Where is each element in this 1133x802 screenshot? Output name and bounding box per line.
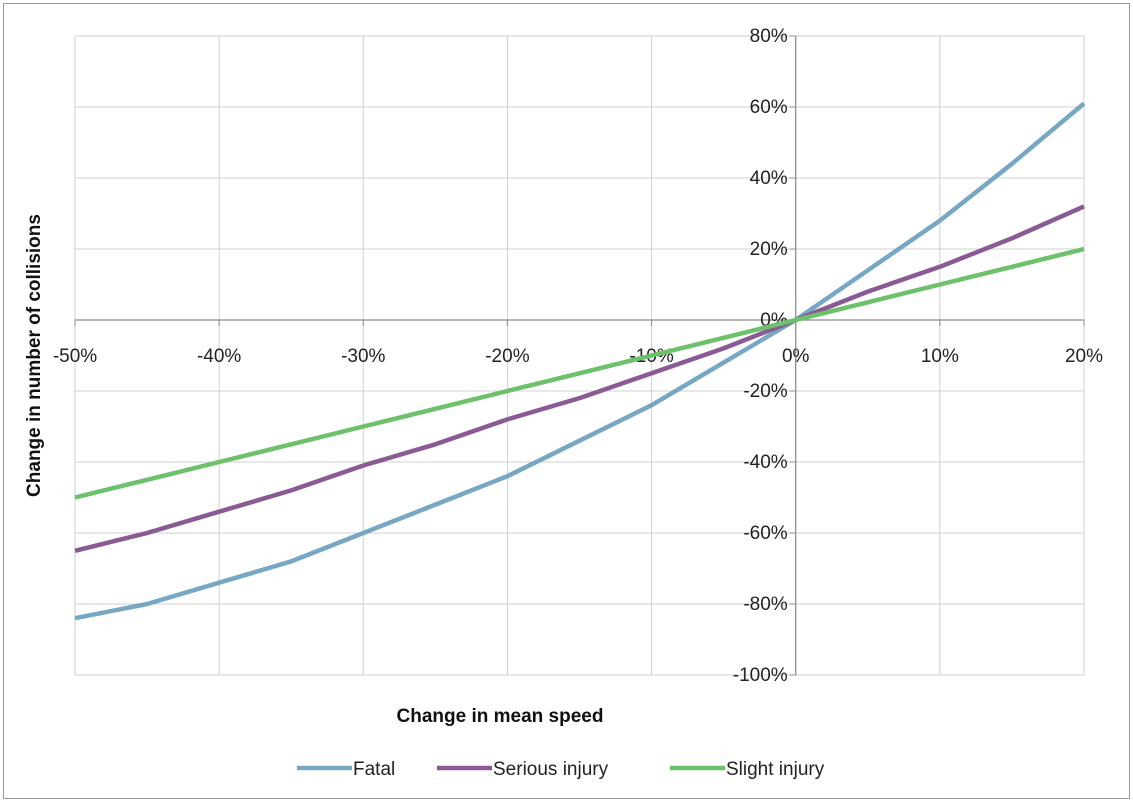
x-axis-title: Change in mean speed [397,706,604,727]
x-tick-label: -20% [485,346,529,367]
series-line-slight-injury [74,246,1085,500]
legend-label-serious-injury: Serious injury [493,759,609,780]
series-line-fatal [74,101,1086,621]
x-tick-label: 10% [921,346,959,367]
y-tick-label: 20% [750,239,788,260]
legend-label-fatal: Fatal [353,759,395,780]
tick-labels: 80% 60% 40% 20% 0% -20% -40% -60% -80% -100% -50% -… [53,26,1103,686]
y-tick-label: -60% [743,523,787,544]
x-tick-label: -50% [53,346,97,367]
x-tick-label: -40% [197,346,241,367]
legend: Fatal Serious injury Slight injury [297,759,825,780]
legend-label-slight-injury: Slight injury [726,759,825,780]
y-tick-label: 40% [750,168,788,189]
y-axis-title: Change in number of collisions [24,214,45,497]
x-tick-label: -30% [341,346,385,367]
y-tick-label: -20% [743,381,787,402]
y-tick-label: 80% [750,26,788,47]
x-tick-label: 0% [782,346,810,367]
y-tick-label: -40% [743,452,787,473]
y-tick-label: 60% [750,97,788,118]
series-lines [74,101,1086,621]
y-tick-label: -100% [733,665,788,686]
y-tick-label: -80% [743,594,787,615]
x-tick-label: 20% [1065,346,1103,367]
series-line-serious-injury [74,204,1085,553]
